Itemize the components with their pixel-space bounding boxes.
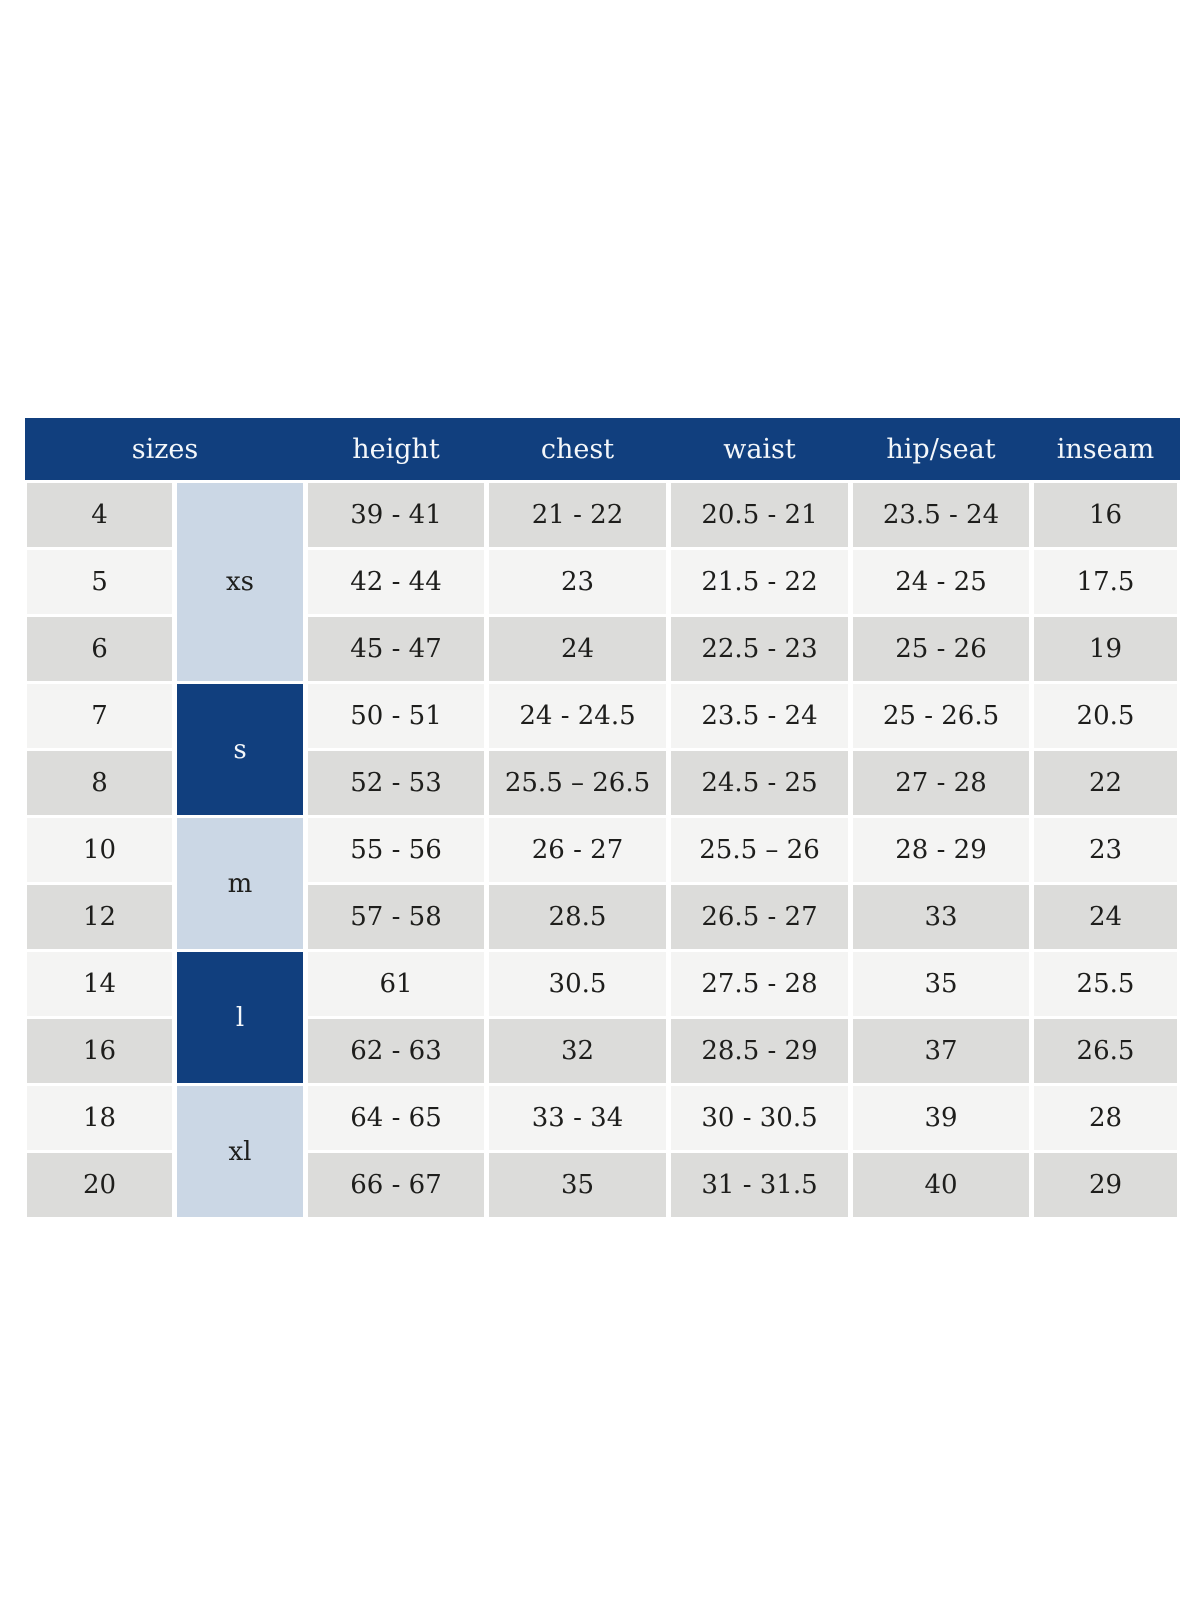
cell-inseam: 16 [1029, 480, 1182, 550]
cell-hip-seat: 40 [848, 1150, 1034, 1220]
cell-waist: 22.5 - 23 [666, 614, 853, 684]
cell-size: 7 [22, 681, 177, 751]
cell-size: 5 [22, 547, 177, 617]
cell-waist: 28.5 - 29 [666, 1016, 853, 1086]
cell-inseam: 20.5 [1029, 681, 1182, 751]
cell-hip-seat: 37 [848, 1016, 1034, 1086]
cell-chest: 21 - 22 [484, 480, 671, 550]
cell-height: 42 - 44 [303, 547, 489, 617]
cell-hip-seat: 25 - 26 [848, 614, 1034, 684]
cell-inseam: 26.5 [1029, 1016, 1182, 1086]
cell-chest: 23 [484, 547, 671, 617]
size-group-s: s [172, 681, 308, 818]
cell-hip-seat: 39 [848, 1083, 1034, 1153]
table-row: 8 52 - 53 25.5 – 26.5 24.5 - 25 27 - 28 … [22, 748, 1182, 818]
column-header-inseam: inseam [1031, 418, 1180, 483]
cell-height: 62 - 63 [303, 1016, 489, 1086]
cell-hip-seat: 25 - 26.5 [848, 681, 1034, 751]
cell-height: 57 - 58 [303, 882, 489, 952]
cell-hip-seat: 24 - 25 [848, 547, 1034, 617]
cell-size: 12 [22, 882, 177, 952]
cell-hip-seat: 27 - 28 [848, 748, 1034, 818]
column-header-waist: waist [668, 418, 851, 483]
size-group-m: m [172, 815, 308, 952]
cell-waist: 31 - 31.5 [666, 1150, 853, 1220]
cell-size: 10 [22, 815, 177, 885]
column-header-hip-seat: hip/seat [850, 418, 1032, 483]
cell-hip-seat: 23.5 - 24 [848, 480, 1034, 550]
cell-hip-seat: 35 [848, 949, 1034, 1019]
cell-height: 55 - 56 [303, 815, 489, 885]
cell-chest: 24 - 24.5 [484, 681, 671, 751]
cell-inseam: 24 [1029, 882, 1182, 952]
cell-hip-seat: 28 - 29 [848, 815, 1034, 885]
cell-size: 6 [22, 614, 177, 684]
size-group-xs: xs [172, 480, 308, 684]
cell-inseam: 28 [1029, 1083, 1182, 1153]
cell-size: 16 [22, 1016, 177, 1086]
cell-waist: 24.5 - 25 [666, 748, 853, 818]
cell-height: 64 - 65 [303, 1083, 489, 1153]
table-row: 12 57 - 58 28.5 26.5 - 27 33 24 [22, 882, 1182, 952]
table-row: 6 45 - 47 24 22.5 - 23 25 - 26 19 [22, 614, 1182, 684]
table-row: 16 62 - 63 32 28.5 - 29 37 26.5 [22, 1016, 1182, 1086]
cell-size: 20 [22, 1150, 177, 1220]
cell-size: 4 [22, 480, 177, 550]
column-header-sizes: sizes [24, 418, 306, 483]
cell-waist: 25.5 – 26 [666, 815, 853, 885]
table-row: 14 l 61 30.5 27.5 - 28 35 25.5 [22, 949, 1182, 1086]
size-group-xl: xl [172, 1083, 308, 1220]
cell-size: 18 [22, 1083, 177, 1153]
cell-waist: 27.5 - 28 [666, 949, 853, 1019]
table-header-row: sizes height chest waist hip/seat inseam [24, 418, 1180, 483]
cell-waist: 30 - 30.5 [666, 1083, 853, 1153]
cell-hip-seat: 33 [848, 882, 1034, 952]
table-row: 5 42 - 44 23 21.5 - 22 24 - 25 17.5 [22, 547, 1182, 617]
cell-waist: 23.5 - 24 [666, 681, 853, 751]
table-row: 7 s 50 - 51 24 - 24.5 23.5 - 24 25 - 26.… [22, 681, 1182, 818]
cell-inseam: 23 [1029, 815, 1182, 885]
cell-chest: 35 [484, 1150, 671, 1220]
cell-waist: 20.5 - 21 [666, 480, 853, 550]
cell-height: 39 - 41 [303, 480, 489, 550]
cell-height: 52 - 53 [303, 748, 489, 818]
cell-inseam: 29 [1029, 1150, 1182, 1220]
table-body: 4 xs 39 - 41 21 - 22 20.5 - 21 23.5 - 24… [22, 480, 1182, 1220]
cell-waist: 26.5 - 27 [666, 882, 853, 952]
column-header-height: height [305, 418, 487, 483]
cell-chest: 25.5 – 26.5 [484, 748, 671, 818]
size-group-l: l [172, 949, 308, 1086]
cell-chest: 32 [484, 1016, 671, 1086]
cell-waist: 21.5 - 22 [666, 547, 853, 617]
cell-chest: 33 - 34 [484, 1083, 671, 1153]
cell-size: 14 [22, 949, 177, 1019]
cell-height: 61 [303, 949, 489, 1019]
size-chart-table: sizes height chest waist hip/seat inseam… [22, 418, 1182, 1220]
cell-inseam: 22 [1029, 748, 1182, 818]
cell-chest: 28.5 [484, 882, 671, 952]
cell-inseam: 25.5 [1029, 949, 1182, 1019]
cell-height: 50 - 51 [303, 681, 489, 751]
cell-chest: 24 [484, 614, 671, 684]
table-row: 10 m 55 - 56 26 - 27 25.5 – 26 28 - 29 2… [22, 815, 1182, 952]
column-header-chest: chest [486, 418, 669, 483]
table-row: 18 xl 64 - 65 33 - 34 30 - 30.5 39 28 [22, 1083, 1182, 1220]
table-row: 20 66 - 67 35 31 - 31.5 40 29 [22, 1150, 1182, 1220]
cell-inseam: 17.5 [1029, 547, 1182, 617]
cell-inseam: 19 [1029, 614, 1182, 684]
cell-height: 66 - 67 [303, 1150, 489, 1220]
cell-chest: 30.5 [484, 949, 671, 1019]
table-row: 4 xs 39 - 41 21 - 22 20.5 - 21 23.5 - 24… [22, 480, 1182, 684]
cell-height: 45 - 47 [303, 614, 489, 684]
cell-chest: 26 - 27 [484, 815, 671, 885]
size-chart: sizes height chest waist hip/seat inseam… [22, 418, 1182, 1220]
cell-size: 8 [22, 748, 177, 818]
